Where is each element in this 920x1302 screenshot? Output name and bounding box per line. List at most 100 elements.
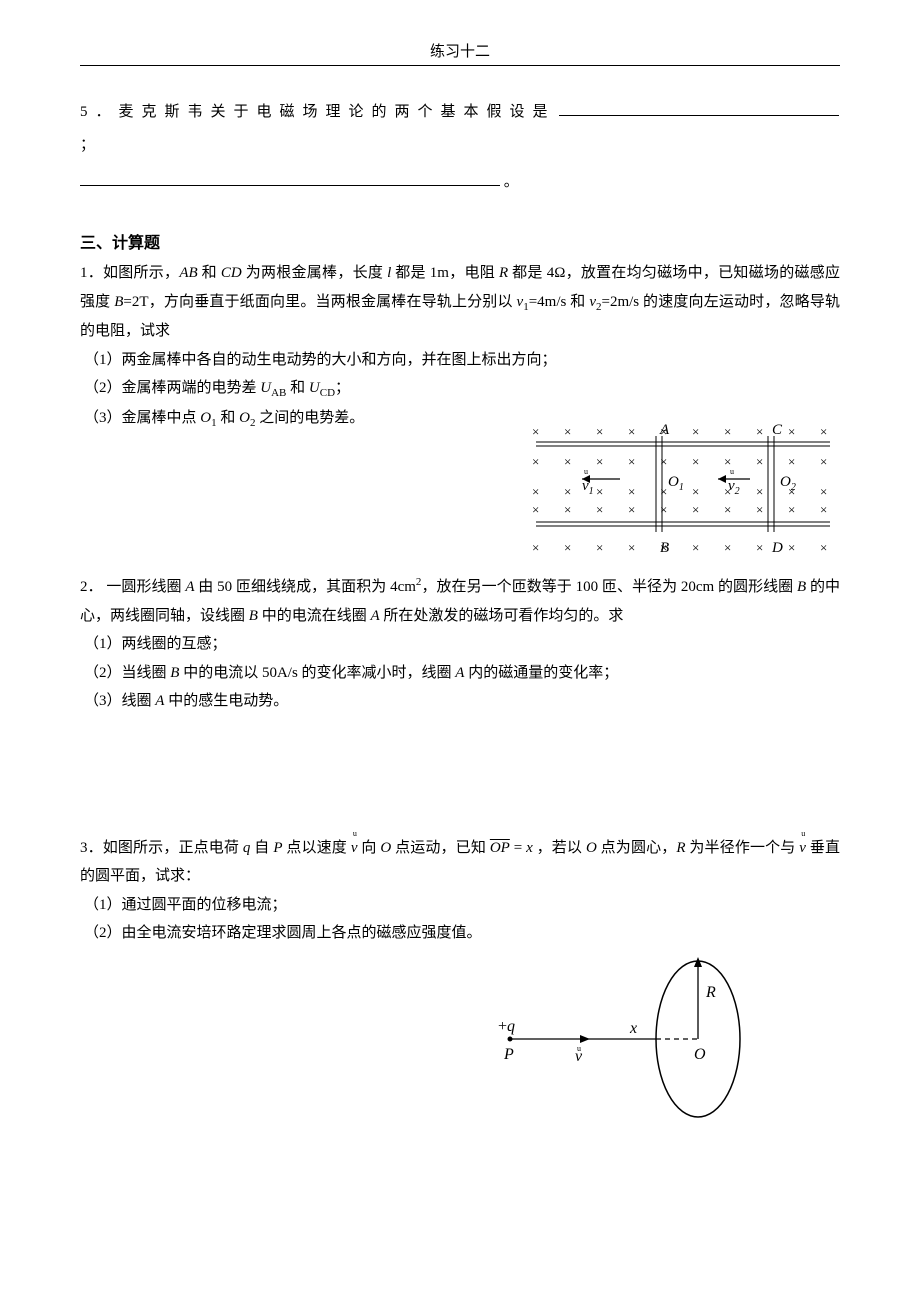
p3-tb: 自 [250, 840, 273, 856]
p3-O1: O [380, 840, 391, 856]
p1-t1: 1．如图所示， [80, 265, 179, 281]
svg-text:×: × [660, 454, 667, 469]
svg-text:×: × [692, 502, 699, 517]
page-header-title: 练习十二 [80, 40, 840, 61]
svg-text:×: × [660, 502, 667, 517]
svg-text:×: × [628, 484, 635, 499]
p1-sub3: （3）金属棒中点 O1 和 O2 之间的电势差。 ×××××××××××××××… [80, 404, 840, 434]
svg-text:×: × [692, 484, 699, 499]
p2-A2: A [370, 608, 379, 624]
q5-blank-2 [80, 172, 500, 186]
p3-ta: 3．如图所示，正点电荷 [80, 840, 243, 856]
svg-text:×: × [564, 454, 571, 469]
p1-t4: 都是 1m，电阻 [391, 265, 499, 281]
fig1-O1: O1 [668, 474, 684, 493]
p3-x: x [526, 840, 533, 856]
p2-s3a: （3）线圈 [84, 693, 155, 709]
svg-text:×: × [692, 424, 699, 439]
p1-t3: 为两根金属棒，长度 [242, 265, 387, 281]
p3-tf: = [510, 840, 526, 856]
fig1-D: D [771, 540, 783, 556]
p3-R: R [676, 840, 685, 856]
p2-sub3: （3）线圈 A 中的感生电动势。 [80, 687, 840, 716]
svg-text:×: × [756, 540, 763, 555]
p1-v2: v [589, 294, 596, 310]
fig3-plusq: ++qq [498, 1018, 515, 1035]
p3-te: 点运动，已知 [391, 840, 490, 856]
p2-sub2: （2）当线圈 B 中的电流以 50A/s 的变化率减小时，线圈 A 内的磁通量的… [80, 659, 840, 688]
fig1-v1: v1 [582, 478, 594, 497]
svg-text:×: × [564, 484, 571, 499]
svg-text:×: × [532, 424, 539, 439]
q5-prefix: 5．麦克斯韦关于电磁场理论的两个基本假设是 [80, 104, 556, 120]
p1-CD: CD [221, 265, 242, 281]
svg-text:×: × [788, 454, 795, 469]
svg-text:×: × [724, 502, 731, 517]
fig1-B: B [660, 540, 669, 556]
header-rule [80, 65, 840, 66]
svg-text:×: × [788, 424, 795, 439]
p1-t6: =2T，方向垂直于纸面向里。当两根金属棒在导轨上分别以 [123, 294, 516, 310]
q5-blank-1 [559, 115, 839, 116]
q5-term2: 。 [504, 174, 519, 190]
fig1-A: A [659, 424, 670, 438]
figure-1: ××××××××××××××××××××××××××××××××××××××××… [520, 424, 840, 564]
fig3-P: P [503, 1046, 514, 1063]
p1-s3c: 之间的电势差。 [255, 410, 364, 426]
p3-tg: ，若以 [533, 840, 586, 856]
p3-O2: O [586, 840, 597, 856]
p1-s3b: 和 [217, 410, 240, 426]
p2-te: 中的电流在线圈 [258, 608, 371, 624]
p1-UCD: U [309, 380, 320, 396]
p1-s3a: （3）金属棒中点 [84, 410, 200, 426]
svg-text:×: × [756, 484, 763, 499]
figure-3: ++qq P u v x O R [480, 949, 780, 1129]
p2-B1: B [797, 579, 806, 595]
svg-text:×: × [788, 502, 795, 517]
svg-text:×: × [724, 424, 731, 439]
section-3-title: 三、计算题 [80, 229, 840, 253]
p2-tb: 由 50 匝细线绕成，其面积为 4cm [195, 579, 416, 595]
p3-sub2: （2）由全电流安培环路定理求圆周上各点的磁感应强度值。 ++qq P u v x… [80, 919, 840, 948]
svg-text:×: × [756, 424, 763, 439]
svg-text:×: × [820, 502, 827, 517]
fig1-v2-arrow-hat: u [730, 467, 734, 476]
p1-sub2: （2）金属棒两端的电势差 UAB 和 UCD； [80, 374, 840, 404]
p2-s3b: 中的感生电动势。 [164, 693, 288, 709]
fig3-x: x [629, 1020, 637, 1037]
svg-text:×: × [692, 454, 699, 469]
p2-A1: A [185, 579, 194, 595]
p2-B2: B [249, 608, 258, 624]
svg-text:×: × [820, 454, 827, 469]
svg-text:×: × [596, 502, 603, 517]
q5-term1: ； [80, 137, 95, 153]
problem-3: 3．如图所示，正点电荷 q 自 P 点以速度 v 向 O 点运动，已知 OP =… [80, 834, 840, 948]
p3-s2: （2）由全电流安培环路定理求圆周上各点的磁感应强度值。 [84, 925, 482, 941]
p2-sub1: （1）两线圈的互感； [80, 630, 840, 659]
p2-s2b: 中的电流以 50A/s 的变化率减小时，线圈 [179, 665, 455, 681]
p1-UCDs: CD [320, 387, 335, 399]
svg-text:×: × [596, 454, 603, 469]
p3-th: 点为圆心， [597, 840, 677, 856]
p1-R: R [499, 265, 508, 281]
problem-1: 1．如图所示，AB 和 CD 为两根金属棒，长度 l 都是 1m，电阻 R 都是… [80, 259, 840, 554]
p1-s2a: （2）金属棒两端的电势差 [84, 380, 260, 396]
p3-td: 向 [357, 840, 380, 856]
svg-text:×: × [756, 502, 763, 517]
svg-text:×: × [756, 454, 763, 469]
p1-O1: O [200, 410, 211, 426]
svg-text:×: × [596, 484, 603, 499]
svg-text:×: × [532, 484, 539, 499]
svg-text:×: × [564, 540, 571, 555]
p1-O2: O [239, 410, 250, 426]
p1-sub1: （1）两金属棒中各自的动生电动势的大小和方向，并在图上标出方向； [80, 346, 840, 375]
svg-text:×: × [628, 502, 635, 517]
p3-sub1: （1）通过圆平面的位移电流； [80, 891, 840, 920]
problem-2-body: 2． 一圆形线圈 A 由 50 匝细线绕成，其面积为 4cm2，放在另一个匝数等… [80, 572, 840, 630]
p2-ta: 2． 一圆形线圈 [80, 579, 185, 595]
p3-OP: OP [490, 840, 510, 856]
svg-text:×: × [532, 540, 539, 555]
problem-2: 2． 一圆形线圈 A 由 50 匝细线绕成，其面积为 4cm2，放在另一个匝数等… [80, 572, 840, 816]
fig3-v: v [575, 1048, 583, 1065]
svg-text:×: × [596, 424, 603, 439]
